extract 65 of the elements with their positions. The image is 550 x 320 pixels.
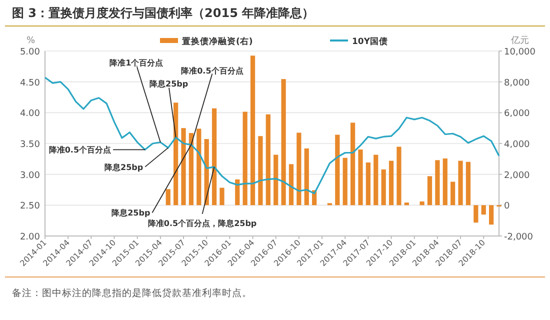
annotation: 降准0.5个百分点 [48,146,112,155]
bar [466,162,471,206]
bar [188,133,194,206]
bar [220,188,224,206]
legend-label: 10Y国债 [352,36,388,47]
bar [420,201,424,206]
annotation: 降准1个百分点 [110,58,164,68]
bar [196,128,202,206]
bar [350,122,356,206]
bar [388,160,394,206]
y2-tick-label: 10,000 [504,48,536,58]
y2-tick-label: 0 [504,202,510,212]
y2-tick-label: 8,000 [504,78,530,88]
annotation: 降准0.5个百分点 [181,66,244,76]
annotation: 降息25bp [104,162,144,172]
y2-axis-title: 亿元 [510,35,529,46]
bar [235,179,240,206]
bar [442,158,448,206]
y-tick-label: 3.50 [20,140,40,150]
bar [458,160,463,206]
bar [474,205,478,223]
annotation: 降息25bp [112,208,150,218]
bar [342,158,348,206]
line-series [44,76,500,194]
y-tick-label: 3.00 [20,170,40,181]
y-tick-label: 2.00 [20,232,40,242]
bar [281,79,286,206]
bar [212,108,217,206]
bar [396,146,402,206]
annotation: 降息25bp [150,79,188,88]
y-tick-label: 4.50 [20,78,40,88]
bar [335,134,340,206]
text: 备注：图中标注的降息指的是降低贷款基准利率时点。 [12,287,252,299]
bar [266,114,270,206]
bar [166,189,170,206]
bar [381,169,386,206]
chart-title: 图 3：置换债月度发行与国债利率（2015 年降准降息） [12,6,314,20]
y2-tick-label: 6,000 [504,109,530,120]
y-tick-label: 5.00 [20,48,40,58]
y-tick-label: 2.50 [20,202,40,212]
bar [481,205,486,215]
bar [296,132,302,206]
bar [358,150,363,206]
y-tick-label: 4.00 [20,109,40,120]
y2-tick-label: 2,000 [504,170,530,181]
bar [488,205,494,225]
bar [435,160,440,206]
bar [450,182,456,206]
bar [181,128,186,206]
y2-tick-label: 4,000 [504,140,530,150]
legend-label: 置换债净融资(右) [181,36,253,47]
y-axis-title: % [26,36,36,46]
bar [374,154,378,206]
annotation: 降准0.5个百分点，降息25bp [148,218,257,228]
bar [258,136,263,206]
bar [242,112,248,206]
bar [427,176,432,206]
bar [288,164,294,206]
bar [174,102,178,206]
bar [304,148,309,206]
bar [366,162,370,206]
bar [274,154,278,206]
bar [404,202,409,206]
bar [250,56,256,206]
y2-tick-label: -2,000 [504,232,534,242]
